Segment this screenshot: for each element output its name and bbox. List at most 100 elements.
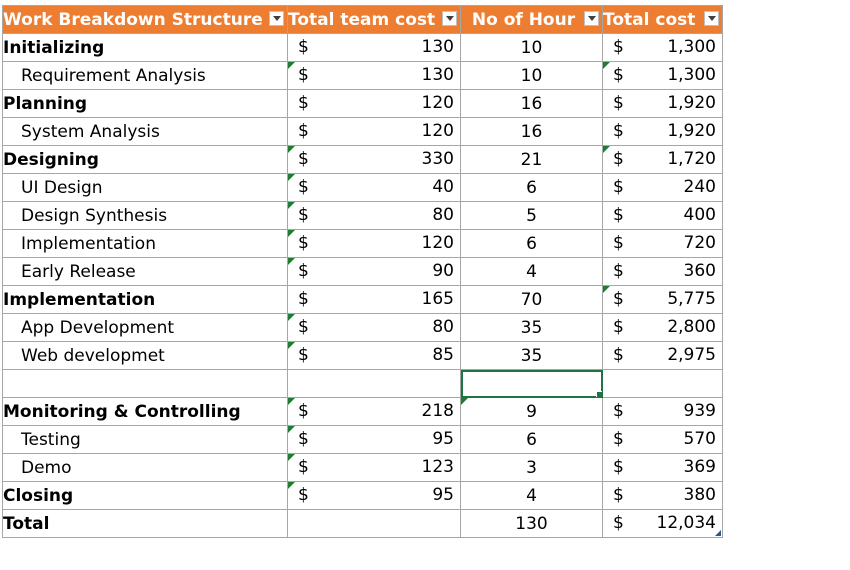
selected-cell[interactable] [460,369,603,398]
currency-symbol: $ [613,37,624,57]
table-row: Designing $330 21 $1,720 [2,145,723,174]
cell-wbs-name[interactable]: Design Synthesis [2,201,288,230]
header-hours[interactable]: No of Hour [460,5,603,34]
cell-team-cost[interactable]: $330 [287,145,461,174]
cell-wbs-name[interactable]: System Analysis [2,117,288,146]
cell-total-cost[interactable]: $360 [602,257,723,286]
cell-team-cost[interactable]: $95 [287,425,461,454]
table-resize-handle[interactable] [715,530,721,536]
cell-team-cost[interactable]: $80 [287,313,461,342]
chevron-down-icon[interactable] [584,11,599,26]
cell-hours[interactable]: 70 [460,285,603,314]
currency-symbol: $ [613,233,624,253]
cell-hours[interactable]: 6 [460,229,603,258]
cell-team-cost[interactable]: $95 [287,481,461,510]
cell-total-cost[interactable]: $1,300 [602,33,723,62]
table-row: Early Release $90 4 $360 [2,257,723,286]
table-row: Requirement Analysis $130 10 $1,300 [2,61,723,90]
cell-wbs-name[interactable]: Planning [2,89,288,118]
cell-hours[interactable]: 4 [460,481,603,510]
cell-hours[interactable]: 16 [460,89,603,118]
chevron-down-icon[interactable] [269,11,284,26]
cell-hours[interactable]: 3 [460,453,603,482]
currency-symbol: $ [298,457,309,477]
currency-symbol: $ [298,65,309,85]
cell-hours[interactable]: 10 [460,33,603,62]
cell-team-cost[interactable] [287,369,461,398]
cell-wbs-name[interactable]: Monitoring & Controlling [2,397,288,426]
cell-wbs-name[interactable]: Closing [2,481,288,510]
cell-hours[interactable]: 5 [460,201,603,230]
cell-hours[interactable]: 21 [460,145,603,174]
cell-wbs-name[interactable]: Initializing [2,33,288,62]
cell-hours[interactable]: 4 [460,257,603,286]
header-team-cost[interactable]: Total team cost [287,5,461,34]
cell-total-cost[interactable]: $720 [602,229,723,258]
cell-total-label[interactable]: Total [2,509,288,538]
cell-team-cost[interactable]: $120 [287,117,461,146]
cell-team-cost[interactable]: $120 [287,229,461,258]
team-cost-value: 120 [421,121,454,141]
cell-hours[interactable]: 35 [460,313,603,342]
currency-symbol: $ [613,513,624,533]
cell-total-cost[interactable]: $939 [602,397,723,426]
team-cost-value: 130 [421,65,454,85]
cell-wbs-name[interactable] [2,369,288,398]
cell-grand-total[interactable]: $12,034 [602,509,723,538]
cell-total-hours[interactable]: 130 [460,509,603,538]
cell-team-cost[interactable]: $40 [287,173,461,202]
total-cost-value: 720 [683,233,716,253]
cell-team-cost[interactable] [287,509,461,538]
cell-total-cost[interactable]: $380 [602,481,723,510]
cell-total-cost[interactable]: $240 [602,173,723,202]
cell-total-cost[interactable]: $1,720 [602,145,723,174]
cell-team-cost[interactable]: $85 [287,341,461,370]
error-indicator-icon [288,426,295,433]
cell-wbs-name[interactable]: UI Design [2,173,288,202]
cell-team-cost[interactable]: $165 [287,285,461,314]
cell-total-cost[interactable]: $5,775 [602,285,723,314]
cell-team-cost[interactable]: $123 [287,453,461,482]
total-cost-value: 939 [683,401,716,421]
cell-wbs-name[interactable]: Early Release [2,257,288,286]
fill-handle[interactable] [596,391,602,397]
cell-team-cost[interactable]: $130 [287,33,461,62]
cell-hours[interactable]: 6 [460,425,603,454]
cell-team-cost[interactable]: $90 [287,257,461,286]
chevron-down-icon[interactable] [704,11,719,26]
table-row: Design Synthesis $80 5 $400 [2,201,723,230]
header-wbs[interactable]: Work Breakdown Structure [2,5,288,34]
cell-total-cost[interactable]: $1,300 [602,61,723,90]
cell-total-cost[interactable] [602,369,723,398]
header-total-cost[interactable]: Total cost [602,5,723,34]
cell-total-cost[interactable]: $570 [602,425,723,454]
cell-wbs-name[interactable]: Web developmet [2,341,288,370]
cell-wbs-name[interactable]: Requirement Analysis [2,61,288,90]
chevron-down-icon[interactable] [442,11,457,26]
cell-hours[interactable]: 9 [460,397,603,426]
cell-wbs-name[interactable]: Implementation [2,229,288,258]
cell-hours[interactable]: 16 [460,117,603,146]
cell-team-cost[interactable]: $120 [287,89,461,118]
cell-total-cost[interactable]: $1,920 [602,117,723,146]
cell-wbs-name[interactable]: Designing [2,145,288,174]
cell-team-cost[interactable]: $130 [287,61,461,90]
cell-total-cost[interactable]: $1,920 [602,89,723,118]
cell-wbs-name[interactable]: Demo [2,453,288,482]
cell-team-cost[interactable]: $218 [287,397,461,426]
total-cost-value: 360 [683,261,716,281]
table-row: Implementation $120 6 $720 [2,229,723,258]
cell-wbs-name[interactable]: Implementation [2,285,288,314]
cell-wbs-name[interactable]: App Development [2,313,288,342]
total-cost-value: 1,300 [667,65,716,85]
cell-hours[interactable]: 6 [460,173,603,202]
cell-hours[interactable]: 10 [460,61,603,90]
total-row: Total 130 $12,034 [2,509,723,538]
cell-total-cost[interactable]: $400 [602,201,723,230]
cell-wbs-name[interactable]: Testing [2,425,288,454]
cell-total-cost[interactable]: $2,800 [602,313,723,342]
cell-hours[interactable]: 35 [460,341,603,370]
cell-total-cost[interactable]: $369 [602,453,723,482]
cell-total-cost[interactable]: $2,975 [602,341,723,370]
cell-team-cost[interactable]: $80 [287,201,461,230]
